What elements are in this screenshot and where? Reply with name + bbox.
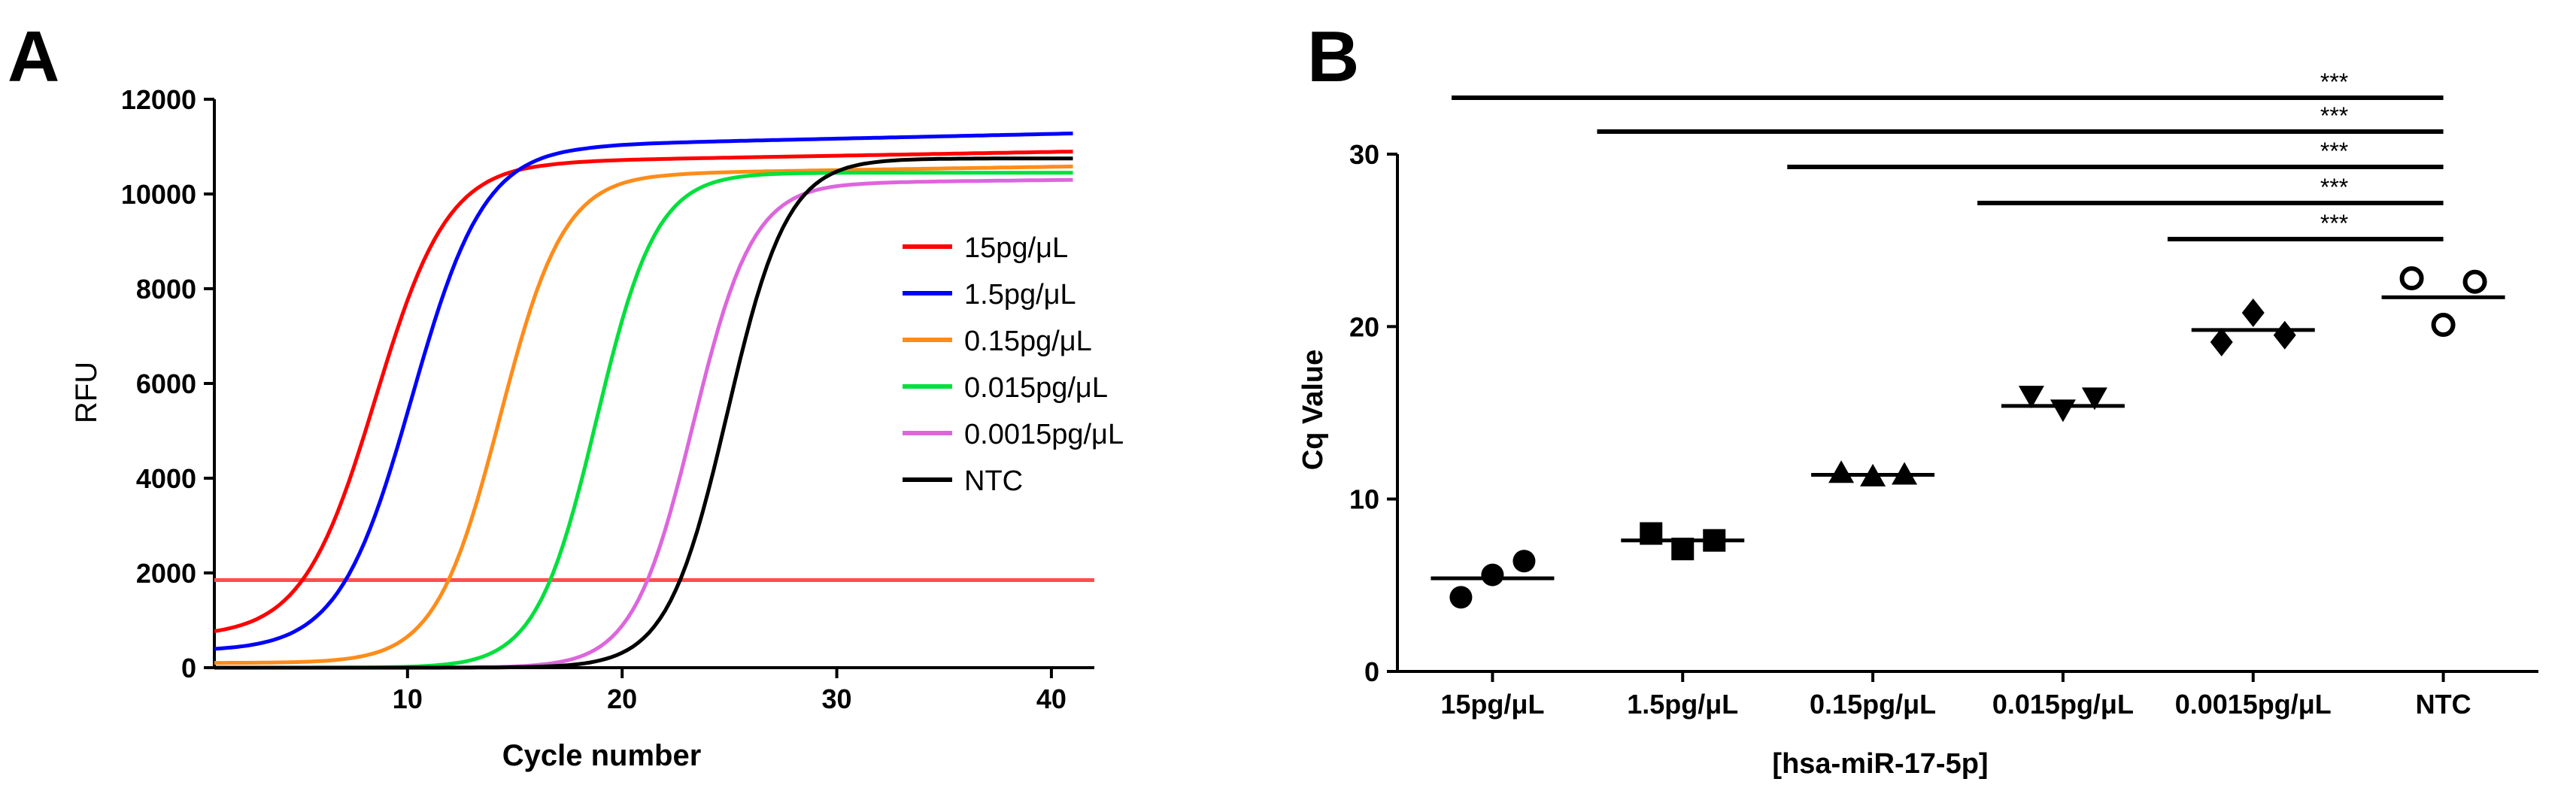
- category-label: 15pg/μL: [1440, 689, 1544, 720]
- y-tick-label: 2000: [136, 558, 196, 589]
- data-point: [2018, 386, 2044, 409]
- series-line-0: [214, 150, 1073, 633]
- cq-axes: 0 10 20 30 15pg/μL 1.5pg/μL 0.15pg/μL 0.015pg/μ…: [1349, 139, 2538, 720]
- significance-label-3: ***: [2320, 174, 2348, 201]
- amplification-axes: 0 2000 4000 6000 8000 10000 12000 10 20 30 40: [121, 84, 1094, 714]
- y-tick-label: 8000: [136, 274, 196, 305]
- panel-b-letter: B: [1307, 17, 1359, 97]
- amplification-chart: 0 2000 4000 6000 8000 10000 12000 10 20 30 40 15pg…: [70, 84, 1124, 772]
- category-label: 0.0015pg/μL: [2175, 689, 2332, 720]
- data-point: [1640, 522, 1663, 545]
- y-tick-label-b: 30: [1349, 139, 1379, 170]
- data-point: [2241, 298, 2265, 327]
- category-label: 1.5pg/μL: [1627, 689, 1738, 720]
- panel-a-letter: A: [8, 17, 59, 97]
- data-point: [1449, 586, 1473, 609]
- legend-label-3: 0.015pg/μL: [964, 372, 1108, 404]
- series-line-4: [214, 177, 1073, 670]
- y-tick-label-b: 0: [1364, 656, 1379, 687]
- series-line-1: [214, 132, 1073, 651]
- data-point: [1703, 529, 1726, 552]
- data-point: [1892, 462, 1918, 485]
- legend-label-2: 0.15pg/μL: [964, 326, 1092, 357]
- significance-label-4: ***: [2320, 210, 2348, 237]
- series-line-2: [214, 164, 1073, 665]
- significance-label-2: ***: [2320, 138, 2348, 165]
- data-point: [1860, 463, 1886, 486]
- data-point: [2462, 269, 2487, 294]
- y-tick-label-b: 10: [1349, 484, 1379, 515]
- data-point: [2273, 320, 2296, 350]
- data-point: [1671, 538, 1695, 561]
- x-tick-label: 20: [607, 683, 637, 714]
- y-tick-label: 12000: [121, 84, 196, 115]
- data-point: [1481, 563, 1504, 586]
- data-point: [1828, 460, 1855, 483]
- category-label: 0.15pg/μL: [1810, 689, 1936, 720]
- amplification-series: [214, 132, 1073, 670]
- data-point: [2081, 387, 2107, 411]
- y-tick-label: 6000: [136, 368, 196, 399]
- y-tick-label: 4000: [136, 463, 196, 494]
- series-line-5: [214, 156, 1073, 670]
- data-point: [1513, 550, 1536, 573]
- category-label: 0.015pg/μL: [1992, 689, 2134, 720]
- y-tick-label: 10000: [121, 179, 196, 210]
- y-tick-label: 0: [181, 653, 196, 683]
- significance-bars: *** *** *** *** ***: [1452, 68, 2444, 241]
- significance-label-1: ***: [2320, 102, 2348, 129]
- cq-points: [1431, 266, 2505, 609]
- data-point: [2210, 327, 2233, 356]
- y-axis-label: RFU: [70, 362, 103, 423]
- significance-label-0: ***: [2320, 68, 2348, 95]
- x-tick-label: 30: [822, 683, 852, 714]
- data-point: [2050, 399, 2076, 423]
- cq-chart: 0 10 20 30 15pg/μL 1.5pg/μL 0.15pg/μL 0.015pg/μ…: [1297, 68, 2538, 780]
- x-axis-label: Cycle number: [502, 739, 702, 772]
- legend-label-5: NTC: [964, 465, 1023, 497]
- legend-label-1: 1.5pg/μL: [964, 279, 1076, 311]
- y-axis-label-b: Cq Value: [1297, 350, 1329, 471]
- amplification-legend: 15pg/μL 1.5pg/μL 0.15pg/μL 0.015pg/μL 0.0015…: [903, 232, 1124, 497]
- category-label: NTC: [2416, 689, 2471, 720]
- legend-label-0: 15pg/μL: [964, 232, 1068, 264]
- x-axis-label-b: [hsa-miR-17-5p]: [1772, 748, 1988, 780]
- data-point: [2399, 266, 2424, 291]
- data-point: [2431, 313, 2456, 338]
- x-tick-label: 40: [1036, 683, 1067, 714]
- x-tick-label: 10: [393, 683, 423, 714]
- legend-label-4: 0.0015pg/μL: [964, 419, 1124, 450]
- y-tick-label-b: 20: [1349, 311, 1379, 342]
